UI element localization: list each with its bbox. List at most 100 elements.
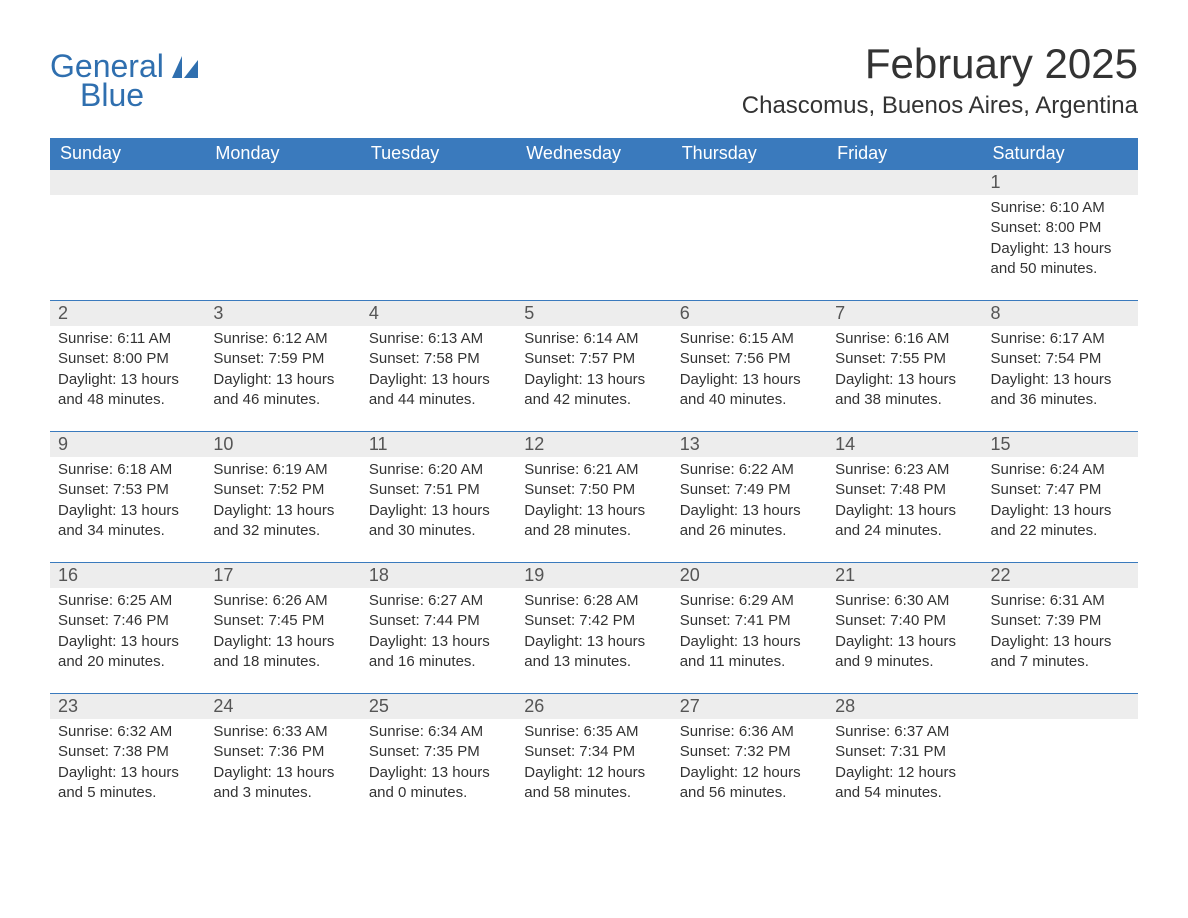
- sunset-text: Sunset: 7:45 PM: [213, 611, 352, 631]
- daylight-text: Daylight: 13 hours and 18 minutes.: [213, 632, 352, 673]
- sunrise-text: Sunrise: 6:27 AM: [369, 591, 508, 611]
- day-number: 27: [672, 694, 827, 719]
- day-number: 19: [516, 563, 671, 588]
- location-subtitle: Chascomus, Buenos Aires, Argentina: [742, 92, 1138, 120]
- day-details: Sunrise: 6:17 AMSunset: 7:54 PMDaylight:…: [983, 326, 1138, 419]
- day-details: Sunrise: 6:22 AMSunset: 7:49 PMDaylight:…: [672, 457, 827, 550]
- sunset-text: Sunset: 7:59 PM: [213, 349, 352, 369]
- day-body-row: Sunrise: 6:25 AMSunset: 7:46 PMDaylight:…: [50, 588, 1138, 693]
- day-details: [50, 195, 205, 288]
- day-details: Sunrise: 6:25 AMSunset: 7:46 PMDaylight:…: [50, 588, 205, 681]
- title-block: February 2025 Chascomus, Buenos Aires, A…: [742, 30, 1138, 130]
- calendar-grid: Sunday Monday Tuesday Wednesday Thursday…: [50, 138, 1138, 824]
- sunset-text: Sunset: 7:42 PM: [524, 611, 663, 631]
- day-details: Sunrise: 6:20 AMSunset: 7:51 PMDaylight:…: [361, 457, 516, 550]
- day-number: 17: [205, 563, 360, 588]
- daylight-text: Daylight: 13 hours and 28 minutes.: [524, 501, 663, 542]
- day-number: 18: [361, 563, 516, 588]
- sunset-text: Sunset: 7:49 PM: [680, 480, 819, 500]
- sunrise-text: Sunrise: 6:15 AM: [680, 329, 819, 349]
- day-number: 7: [827, 301, 982, 326]
- day-details: Sunrise: 6:24 AMSunset: 7:47 PMDaylight:…: [983, 457, 1138, 550]
- sunrise-text: Sunrise: 6:19 AM: [213, 460, 352, 480]
- daylight-text: Daylight: 13 hours and 30 minutes.: [369, 501, 508, 542]
- day-details: Sunrise: 6:30 AMSunset: 7:40 PMDaylight:…: [827, 588, 982, 681]
- sunset-text: Sunset: 7:55 PM: [835, 349, 974, 369]
- day-number: 8: [983, 301, 1138, 326]
- dow-friday: Friday: [827, 138, 982, 170]
- daylight-text: Daylight: 13 hours and 13 minutes.: [524, 632, 663, 673]
- day-details: Sunrise: 6:31 AMSunset: 7:39 PMDaylight:…: [983, 588, 1138, 681]
- day-number: 24: [205, 694, 360, 719]
- day-number-row: 16171819202122: [50, 563, 1138, 588]
- day-details: Sunrise: 6:27 AMSunset: 7:44 PMDaylight:…: [361, 588, 516, 681]
- header: General Blue February 2025 Chascomus, Bu…: [50, 30, 1138, 130]
- daylight-text: Daylight: 13 hours and 11 minutes.: [680, 632, 819, 673]
- sunset-text: Sunset: 8:00 PM: [991, 218, 1130, 238]
- brand-blue: Blue: [80, 77, 144, 113]
- sunset-text: Sunset: 7:57 PM: [524, 349, 663, 369]
- sunrise-text: Sunrise: 6:13 AM: [369, 329, 508, 349]
- day-details: Sunrise: 6:23 AMSunset: 7:48 PMDaylight:…: [827, 457, 982, 550]
- sunrise-text: Sunrise: 6:10 AM: [991, 198, 1130, 218]
- sunrise-text: Sunrise: 6:11 AM: [58, 329, 197, 349]
- day-number: [205, 170, 360, 195]
- daylight-text: Daylight: 13 hours and 38 minutes.: [835, 370, 974, 411]
- day-number: 3: [205, 301, 360, 326]
- day-details: Sunrise: 6:18 AMSunset: 7:53 PMDaylight:…: [50, 457, 205, 550]
- dow-sunday: Sunday: [50, 138, 205, 170]
- day-number-row: 1: [50, 170, 1138, 195]
- daylight-text: Daylight: 13 hours and 16 minutes.: [369, 632, 508, 673]
- daylight-text: Daylight: 13 hours and 36 minutes.: [991, 370, 1130, 411]
- sunset-text: Sunset: 7:40 PM: [835, 611, 974, 631]
- dow-tuesday: Tuesday: [361, 138, 516, 170]
- day-number: 23: [50, 694, 205, 719]
- sunset-text: Sunset: 7:39 PM: [991, 611, 1130, 631]
- day-number: 20: [672, 563, 827, 588]
- sunrise-text: Sunrise: 6:30 AM: [835, 591, 974, 611]
- sunset-text: Sunset: 7:41 PM: [680, 611, 819, 631]
- daylight-text: Daylight: 13 hours and 34 minutes.: [58, 501, 197, 542]
- day-number: 21: [827, 563, 982, 588]
- daylight-text: Daylight: 13 hours and 0 minutes.: [369, 763, 508, 804]
- sunset-text: Sunset: 8:00 PM: [58, 349, 197, 369]
- week-row: 9101112131415Sunrise: 6:18 AMSunset: 7:5…: [50, 431, 1138, 562]
- sunrise-text: Sunrise: 6:14 AM: [524, 329, 663, 349]
- day-number: 1: [983, 170, 1138, 195]
- day-number: 10: [205, 432, 360, 457]
- daylight-text: Daylight: 13 hours and 3 minutes.: [213, 763, 352, 804]
- week-row: 16171819202122Sunrise: 6:25 AMSunset: 7:…: [50, 562, 1138, 693]
- day-details: Sunrise: 6:21 AMSunset: 7:50 PMDaylight:…: [516, 457, 671, 550]
- sunrise-text: Sunrise: 6:32 AM: [58, 722, 197, 742]
- sunset-text: Sunset: 7:31 PM: [835, 742, 974, 762]
- daylight-text: Daylight: 13 hours and 22 minutes.: [991, 501, 1130, 542]
- day-details: Sunrise: 6:36 AMSunset: 7:32 PMDaylight:…: [672, 719, 827, 812]
- day-number: 6: [672, 301, 827, 326]
- day-details: Sunrise: 6:16 AMSunset: 7:55 PMDaylight:…: [827, 326, 982, 419]
- sunset-text: Sunset: 7:47 PM: [991, 480, 1130, 500]
- daylight-text: Daylight: 13 hours and 5 minutes.: [58, 763, 197, 804]
- sunrise-text: Sunrise: 6:28 AM: [524, 591, 663, 611]
- daylight-text: Daylight: 13 hours and 40 minutes.: [680, 370, 819, 411]
- day-number: [827, 170, 982, 195]
- daylight-text: Daylight: 13 hours and 20 minutes.: [58, 632, 197, 673]
- sunset-text: Sunset: 7:48 PM: [835, 480, 974, 500]
- sunrise-text: Sunrise: 6:26 AM: [213, 591, 352, 611]
- day-details: Sunrise: 6:12 AMSunset: 7:59 PMDaylight:…: [205, 326, 360, 419]
- day-details: Sunrise: 6:13 AMSunset: 7:58 PMDaylight:…: [361, 326, 516, 419]
- sunset-text: Sunset: 7:50 PM: [524, 480, 663, 500]
- day-number: 13: [672, 432, 827, 457]
- day-details: Sunrise: 6:14 AMSunset: 7:57 PMDaylight:…: [516, 326, 671, 419]
- day-details: Sunrise: 6:19 AMSunset: 7:52 PMDaylight:…: [205, 457, 360, 550]
- day-details: Sunrise: 6:33 AMSunset: 7:36 PMDaylight:…: [205, 719, 360, 812]
- day-number: 28: [827, 694, 982, 719]
- daylight-text: Daylight: 13 hours and 7 minutes.: [991, 632, 1130, 673]
- day-details: [516, 195, 671, 288]
- daylight-text: Daylight: 13 hours and 46 minutes.: [213, 370, 352, 411]
- daylight-text: Daylight: 12 hours and 58 minutes.: [524, 763, 663, 804]
- day-number: 14: [827, 432, 982, 457]
- dow-wednesday: Wednesday: [516, 138, 671, 170]
- day-details: Sunrise: 6:15 AMSunset: 7:56 PMDaylight:…: [672, 326, 827, 419]
- day-details: [827, 195, 982, 288]
- dow-saturday: Saturday: [983, 138, 1138, 170]
